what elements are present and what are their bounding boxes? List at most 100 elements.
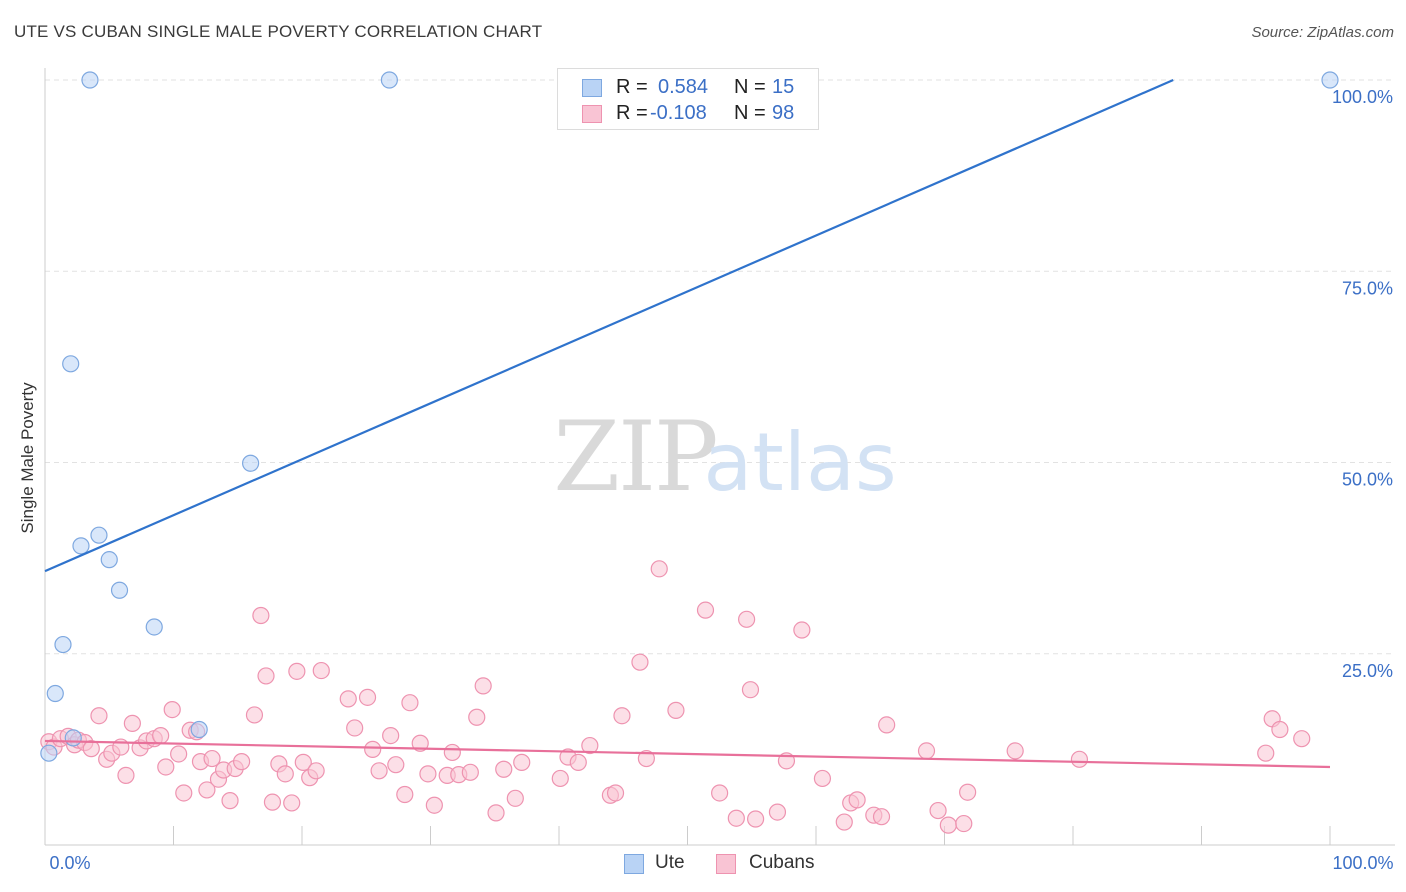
point-cubans bbox=[419, 765, 437, 783]
point-ute bbox=[145, 618, 163, 636]
trend-lines bbox=[44, 78, 1331, 769]
point-ute bbox=[1321, 71, 1339, 89]
point-cubans bbox=[198, 781, 216, 799]
r-label: R = bbox=[616, 102, 648, 124]
point-cubans bbox=[233, 753, 251, 771]
stats-swatch-ute bbox=[582, 79, 602, 97]
point-cubans bbox=[425, 796, 443, 814]
point-cubans bbox=[358, 688, 377, 706]
stats-row-ute: R = 0.584 N = 15 bbox=[558, 75, 818, 101]
point-cubans bbox=[117, 766, 135, 784]
point-cubans bbox=[157, 758, 175, 776]
x-tick-label: 100.0% bbox=[1332, 853, 1393, 873]
r-value: -0.108 bbox=[650, 102, 707, 124]
tick-labels: 25.0% 50.0% 75.0% 100.0% 0.0% 100.0% bbox=[49, 87, 1393, 873]
axes bbox=[44, 68, 1395, 846]
data-points bbox=[40, 71, 1339, 834]
r-value: 0.584 bbox=[658, 76, 709, 98]
source-label: Source: ZipAtlas.com bbox=[1251, 24, 1394, 41]
point-cubans bbox=[276, 765, 294, 783]
point-cubans bbox=[370, 762, 388, 780]
point-cubans bbox=[1271, 720, 1289, 739]
point-cubans bbox=[495, 760, 513, 778]
point-ute bbox=[40, 744, 58, 762]
point-cubans bbox=[551, 769, 569, 788]
point-cubans bbox=[474, 677, 492, 695]
point-cubans bbox=[257, 667, 275, 685]
watermark: ZIP atlas bbox=[553, 401, 896, 513]
point-cubans bbox=[203, 749, 221, 768]
point-cubans bbox=[738, 610, 756, 628]
point-cubans bbox=[346, 719, 364, 737]
point-cubans bbox=[513, 753, 531, 771]
point-cubans bbox=[872, 808, 891, 826]
point-cubans bbox=[637, 749, 655, 768]
watermark-zip: ZIP bbox=[553, 401, 716, 513]
point-cubans bbox=[727, 809, 745, 827]
point-cubans bbox=[175, 784, 193, 802]
point-cubans bbox=[221, 792, 239, 810]
y-tick-label: 100.0% bbox=[1332, 87, 1393, 107]
point-ute bbox=[62, 355, 80, 373]
point-cubans bbox=[382, 727, 400, 745]
point-cubans bbox=[396, 785, 414, 804]
y-axis-label: Single Male Poverty bbox=[18, 382, 37, 534]
point-cubans bbox=[741, 681, 760, 699]
stats-box: R = 0.584 N = 15 R = -0.108 N = 98 bbox=[557, 68, 819, 130]
point-cubans bbox=[170, 745, 188, 763]
point-cubans bbox=[461, 763, 479, 781]
point-cubans bbox=[487, 804, 505, 822]
point-ute bbox=[90, 526, 108, 544]
point-cubans bbox=[411, 734, 429, 752]
point-cubans bbox=[82, 740, 100, 758]
point-cubans bbox=[288, 662, 306, 680]
point-cubans bbox=[581, 736, 599, 755]
point-ute bbox=[81, 71, 99, 89]
point-ute bbox=[72, 537, 90, 555]
point-cubans bbox=[307, 762, 325, 780]
stats-swatch-cubans bbox=[582, 105, 602, 123]
point-cubans bbox=[294, 753, 312, 771]
legend-swatch-ute bbox=[624, 854, 644, 874]
point-ute bbox=[54, 635, 72, 654]
point-cubans bbox=[443, 743, 461, 762]
point-cubans bbox=[711, 784, 729, 802]
chart-title: UTE VS CUBAN SINGLE MALE POVERTY CORRELA… bbox=[14, 22, 543, 41]
point-cubans bbox=[312, 661, 330, 680]
y-tick-label: 25.0% bbox=[1342, 661, 1393, 681]
point-cubans bbox=[878, 716, 896, 734]
point-cubans bbox=[959, 783, 977, 801]
point-cubans bbox=[245, 706, 264, 724]
point-ute bbox=[380, 71, 398, 89]
watermark-atlas: atlas bbox=[703, 416, 896, 509]
point-cubans bbox=[152, 727, 170, 745]
point-cubans bbox=[506, 789, 524, 807]
point-cubans bbox=[955, 814, 973, 833]
point-cubans bbox=[283, 794, 301, 812]
trend-line-ute bbox=[44, 78, 1174, 573]
point-cubans bbox=[696, 601, 715, 619]
point-cubans bbox=[252, 606, 270, 625]
point-ute bbox=[242, 454, 260, 472]
n-label: N = bbox=[734, 76, 766, 98]
point-cubans bbox=[606, 784, 625, 802]
n-value: 15 bbox=[772, 76, 795, 98]
point-cubans bbox=[835, 813, 853, 831]
point-cubans bbox=[123, 714, 141, 732]
legend: Ute Cubans bbox=[0, 852, 1406, 878]
n-label: N = bbox=[734, 102, 766, 124]
point-cubans bbox=[364, 740, 382, 758]
point-cubans bbox=[468, 708, 486, 726]
point-cubans bbox=[163, 700, 181, 719]
point-cubans bbox=[813, 769, 832, 788]
point-cubans bbox=[768, 803, 787, 821]
trend-line-cubans bbox=[44, 739, 1331, 769]
point-cubans bbox=[1293, 730, 1311, 748]
point-cubans bbox=[631, 653, 649, 671]
point-cubans bbox=[929, 801, 947, 820]
point-cubans bbox=[1070, 750, 1089, 768]
point-ute bbox=[190, 720, 208, 739]
n-value: 98 bbox=[772, 102, 795, 124]
point-cubans bbox=[263, 793, 282, 811]
